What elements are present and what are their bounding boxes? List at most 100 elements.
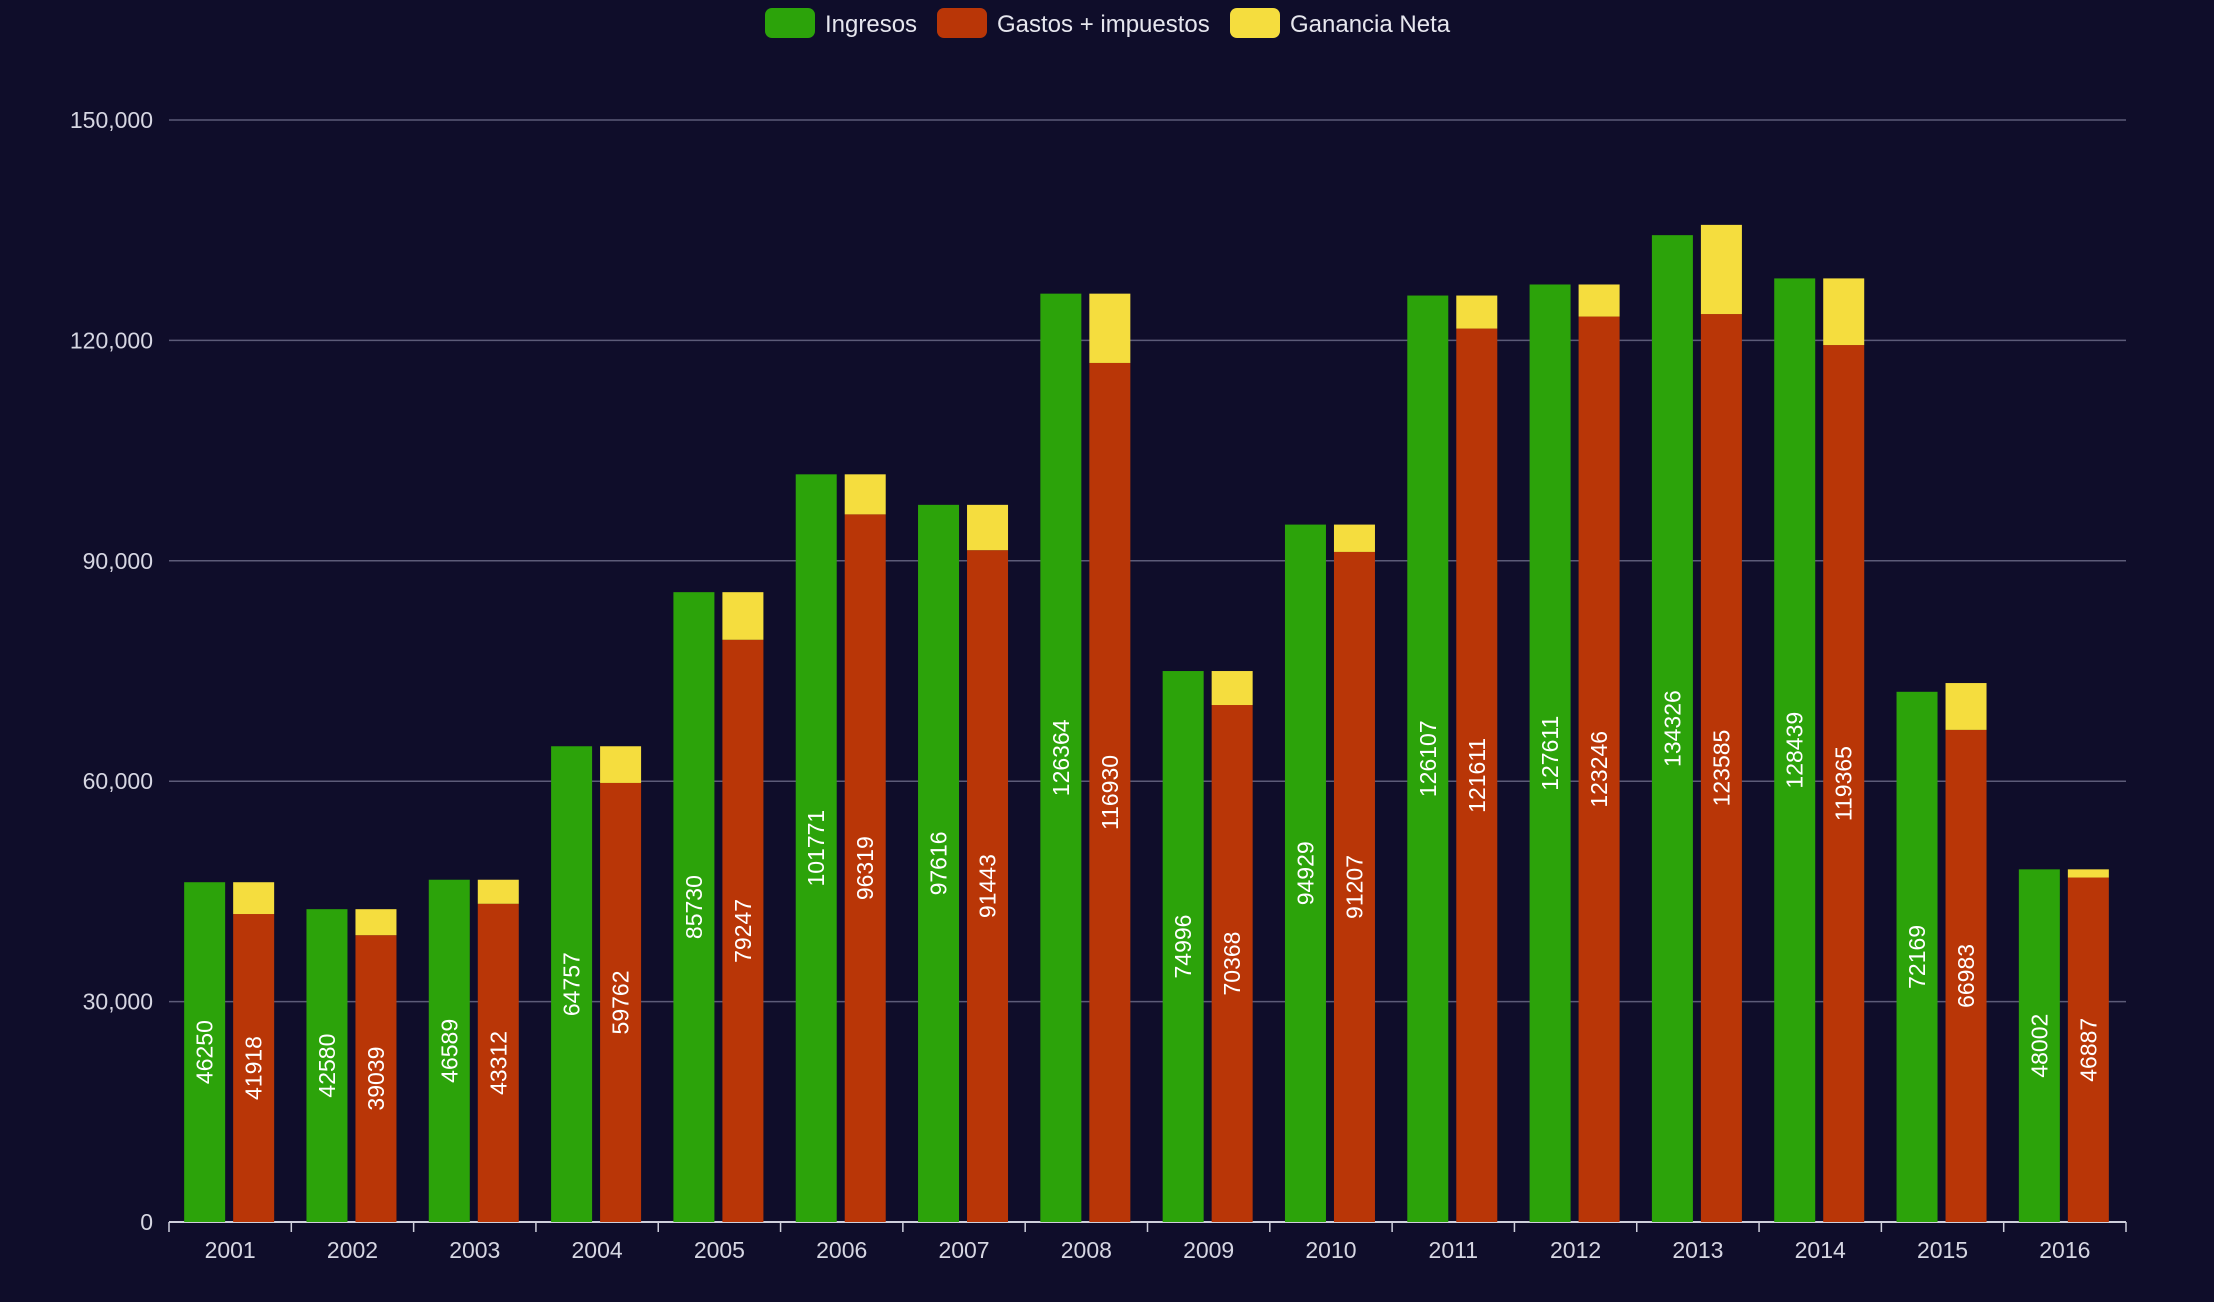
bar-gastos xyxy=(1823,345,1865,1222)
bar-ganancia-neta xyxy=(844,474,886,515)
bar-value-label: 91443 xyxy=(975,854,1001,918)
bar-gastos xyxy=(844,514,886,1222)
bar-value-label: 59762 xyxy=(608,970,634,1034)
bar-gastos xyxy=(1456,328,1498,1222)
bar-value-label: 72169 xyxy=(1904,925,1930,989)
legend-label-2[interactable]: Gastos + impuestos xyxy=(997,11,1210,38)
bar-value-label: 116930 xyxy=(1097,755,1123,830)
bar-group-2005: 85730 79247 xyxy=(673,592,764,1222)
bar-ganancia-neta xyxy=(1945,683,1987,730)
bar-value-label: 74996 xyxy=(1170,915,1196,979)
bar-ingresos xyxy=(673,592,715,1222)
x-tick-label: 2005 xyxy=(694,1237,745,1263)
bar-ganancia-neta xyxy=(722,592,764,640)
bar-ingresos xyxy=(1651,235,1693,1222)
bar-value-label: 64757 xyxy=(559,952,585,1016)
bar-value-label: 42580 xyxy=(314,1034,340,1098)
bar-value-label: 126364 xyxy=(1048,719,1074,796)
bar-group-2006: 101771 96319 xyxy=(795,474,886,1222)
bar-group-2013: 134326 123585 xyxy=(1651,224,1742,1222)
bar-ganancia-neta xyxy=(1578,284,1620,317)
bar-value-label: 70368 xyxy=(1219,932,1245,996)
bar-value-label: 126107 xyxy=(1415,720,1441,797)
bar-ingresos xyxy=(1529,284,1571,1223)
bar-ganancia-neta xyxy=(1456,295,1498,329)
x-tick-label: 2009 xyxy=(1183,1237,1234,1263)
bar-value-label: 79247 xyxy=(730,899,756,963)
x-tick-label: 2011 xyxy=(1429,1237,1478,1263)
bar-value-label: 123246 xyxy=(1586,731,1612,808)
x-tick-label: 2013 xyxy=(1672,1237,1723,1263)
bar-ganancia-neta xyxy=(1089,293,1131,363)
bar-ingresos xyxy=(795,474,837,1222)
y-axis-ticks: 0 30,000 60,000 90,000 120,000 150,000 xyxy=(70,107,153,1235)
bar-group-2002: 42580 39039 xyxy=(306,909,397,1222)
x-tick-label: 2014 xyxy=(1795,1237,1846,1263)
bar-ingresos xyxy=(1407,295,1449,1222)
bar-marks: 46250 41918 42580 39039 46589 43312 64757 59762… xyxy=(184,224,2109,1223)
bar-gastos xyxy=(1578,316,1620,1222)
bar-group-2012: 127611 123246 xyxy=(1529,284,1620,1223)
legend-label-3[interactable]: Ganancia Neta xyxy=(1290,11,1451,38)
bar-group-2010: 94929 91207 xyxy=(1284,524,1375,1222)
bar-value-label: 123585 xyxy=(1708,730,1734,807)
legend-label-1[interactable]: Ingresos xyxy=(825,11,917,38)
bar-value-label: 96319 xyxy=(852,836,878,900)
bar-value-label: 85730 xyxy=(681,875,707,939)
bar-value-label: 127611 xyxy=(1537,716,1563,791)
x-tick-label: 2015 xyxy=(1917,1237,1968,1263)
bar-ingresos xyxy=(1040,293,1082,1222)
bar-ganancia-neta xyxy=(1823,278,1865,346)
bar-gastos xyxy=(233,914,275,1222)
bar-value-label: 91207 xyxy=(1341,855,1367,919)
x-tick-label: 2008 xyxy=(1061,1237,1112,1263)
y-tick-label: 0 xyxy=(140,1209,153,1235)
bar-group-2003: 46589 43312 xyxy=(428,879,519,1222)
bar-ganancia-neta xyxy=(1700,224,1742,315)
bar-value-label: 46589 xyxy=(436,1019,462,1083)
x-tick-label: 2007 xyxy=(938,1237,989,1263)
bar-value-label: 94929 xyxy=(1292,841,1318,905)
chart-legend[interactable]: Ingresos Gastos + impuestos Ganancia Neta xyxy=(765,8,1451,38)
x-tick-label: 2001 xyxy=(205,1237,256,1263)
x-tick-label: 2004 xyxy=(572,1237,623,1263)
bar-ganancia-neta xyxy=(1333,524,1375,552)
bar-group-2014: 128439 119365 xyxy=(1774,278,1865,1222)
bar-gastos xyxy=(1700,314,1742,1222)
bar-group-2009: 74996 70368 xyxy=(1162,671,1253,1222)
bar-ganancia-neta xyxy=(1211,671,1253,706)
x-tick-label: 2002 xyxy=(327,1237,378,1263)
y-tick-label: 150,000 xyxy=(70,107,153,133)
y-tick-label: 30,000 xyxy=(83,989,153,1015)
bar-value-label: 48002 xyxy=(2026,1014,2052,1078)
bar-value-label: 121611 xyxy=(1464,738,1490,813)
bar-gastos xyxy=(1333,551,1375,1222)
bar-value-label: 46887 xyxy=(2075,1018,2101,1082)
x-tick-label: 2010 xyxy=(1305,1237,1356,1263)
bar-ingresos xyxy=(1284,524,1326,1222)
legend-swatch-3 xyxy=(1230,8,1280,38)
bar-gastos xyxy=(1211,705,1253,1222)
bar-ingresos xyxy=(2018,869,2060,1222)
bar-value-label: 41918 xyxy=(241,1036,267,1100)
legend-swatch-1 xyxy=(765,8,815,38)
y-tick-label: 90,000 xyxy=(83,548,153,574)
bar-ganancia-neta xyxy=(967,504,1009,551)
bar-ganancia-neta xyxy=(2067,869,2109,878)
bar-ingresos xyxy=(1774,278,1816,1222)
bar-group-2011: 126107 121611 xyxy=(1407,295,1498,1222)
bar-group-2007: 97616 91443 xyxy=(918,504,1009,1222)
y-tick-label: 60,000 xyxy=(83,768,153,794)
bar-ingresos xyxy=(184,882,226,1222)
bar-value-label: 43312 xyxy=(485,1031,511,1095)
bar-value-label: 66983 xyxy=(1953,944,1979,1008)
bar-gastos xyxy=(477,903,519,1222)
bar-gastos xyxy=(355,935,397,1222)
bar-gastos xyxy=(600,782,642,1222)
x-axis: 2001 2002 2003 2004 2005 2006 2007 2008 2009 2010… xyxy=(168,1222,2127,1263)
x-tick-label: 2012 xyxy=(1550,1237,1601,1263)
bar-group-2015: 72169 66983 xyxy=(1896,683,1987,1222)
bar-value-label: 134326 xyxy=(1659,690,1685,767)
bar-ganancia-neta xyxy=(600,746,642,783)
bar-value-label: 97616 xyxy=(926,831,952,895)
